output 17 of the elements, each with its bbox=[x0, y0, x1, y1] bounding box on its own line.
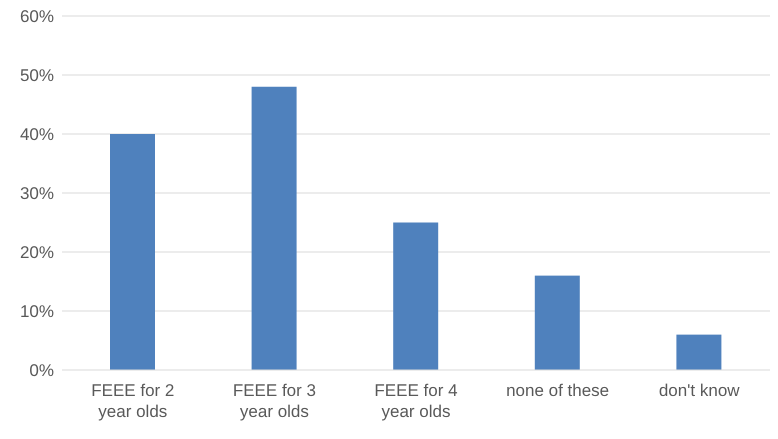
bar bbox=[252, 86, 297, 370]
y-tick-label: 30% bbox=[20, 184, 54, 204]
y-tick-label: 60% bbox=[20, 7, 54, 26]
x-tick-label: none of these bbox=[506, 381, 610, 400]
y-tick-label: 20% bbox=[20, 243, 54, 262]
bar bbox=[110, 134, 155, 370]
bar bbox=[676, 334, 722, 370]
bar bbox=[534, 276, 580, 370]
x-tick-label: FEEE for 4 year olds bbox=[374, 381, 458, 421]
x-tick-label: don't know bbox=[658, 381, 740, 400]
x-tick-label: FEEE for 2 year olds bbox=[91, 381, 174, 421]
y-tick-label: 40% bbox=[20, 125, 54, 144]
x-tick-label: FEEE for 3 year olds bbox=[232, 381, 316, 421]
bar bbox=[393, 222, 438, 370]
y-tick-label: 0% bbox=[29, 361, 54, 380]
y-tick-label: 50% bbox=[20, 66, 54, 86]
y-tick-label: 10% bbox=[20, 302, 54, 322]
